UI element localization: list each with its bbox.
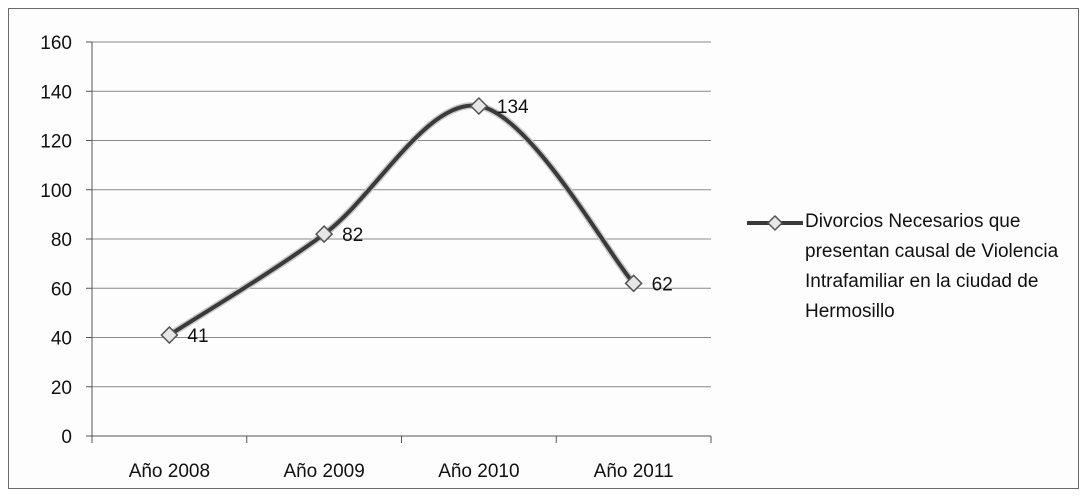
- x-tick-label: Año 2008: [129, 461, 210, 482]
- y-tick-label: 20: [51, 378, 72, 399]
- legend-swatch-marker: [766, 214, 784, 232]
- x-tick-label: Año 2009: [283, 461, 364, 482]
- x-tick-label: Año 2011: [594, 461, 674, 482]
- data-label: 82: [342, 225, 363, 246]
- y-tick-label: 0: [61, 427, 72, 448]
- legend-label: Divorcios Necesarios que presentan causa…: [805, 211, 1059, 322]
- data-labels: 41 82 134 62: [187, 97, 672, 347]
- data-label: 41: [187, 326, 208, 347]
- gridlines: [92, 41, 711, 388]
- data-point-marker: [160, 325, 179, 345]
- y-tick-label: 100: [40, 181, 72, 202]
- x-tick-label: Año 2010: [438, 461, 519, 482]
- legend-swatch-icon: [747, 214, 803, 232]
- data-point-marker: [469, 96, 488, 116]
- chart-frame: 0 20 40 60 80 100 120 140 160 Año 2008 Año 2009 Añ…: [8, 8, 1079, 489]
- y-tick-label: 140: [40, 82, 72, 103]
- data-label: 62: [652, 274, 673, 295]
- y-tick-label: 80: [51, 230, 72, 251]
- x-axis-ticks: Año 2008 Año 2009 Año 2010 Año 2011: [91, 436, 712, 482]
- data-point-marker: [624, 274, 643, 293]
- series-line: [167, 103, 636, 338]
- series-layer: [160, 96, 643, 345]
- data-point-marker: [315, 225, 334, 244]
- y-tick-label: 60: [51, 279, 72, 300]
- y-tick-label: 40: [51, 329, 72, 350]
- y-axis-ticks: 0 20 40 60 80 100 120 140 160: [40, 33, 92, 448]
- y-tick-label: 120: [40, 132, 72, 153]
- data-label: 134: [497, 97, 529, 118]
- y-tick-label: 160: [40, 33, 72, 54]
- series-line-halo: [165, 102, 638, 339]
